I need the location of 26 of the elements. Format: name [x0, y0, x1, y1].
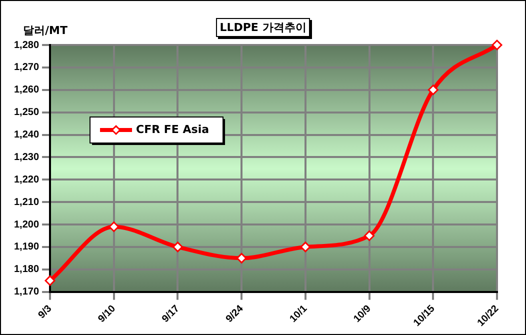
- y-tick-label: 1,220: [14, 174, 40, 186]
- chart-title: LLDPE 가격추이: [216, 18, 310, 37]
- point: [44, 275, 56, 286]
- y-tick-label: 1,190: [14, 242, 40, 253]
- x-tick-label: 9/24: [224, 303, 246, 325]
- y-tick-label: 1,240: [14, 130, 40, 141]
- y-tick-label: 1,200: [14, 219, 40, 230]
- point: [492, 40, 502, 50]
- x-tick-label: 10/1: [288, 303, 310, 325]
- y-tick-label: 1,280: [14, 40, 40, 51]
- point: [364, 230, 375, 241]
- y-tick-label: 1,180: [14, 264, 40, 276]
- point: [428, 84, 438, 96]
- y-tick-label: 1,170: [14, 286, 40, 298]
- x-tick-label: 9/10: [96, 303, 118, 325]
- x-tick-label: 9/3: [36, 303, 54, 321]
- y-tick-label: 1,260: [14, 84, 40, 96]
- y-axis-title: 달러/MT: [23, 23, 68, 38]
- y-tick-label: 1,230: [14, 152, 40, 163]
- legend-label: CFR FE Asia: [136, 122, 210, 136]
- point: [108, 222, 120, 232]
- point: [300, 242, 311, 252]
- y-tick-label: 1,210: [14, 196, 40, 208]
- y-tick-label: 1,250: [14, 107, 40, 118]
- point: [172, 242, 183, 252]
- y-tick-label: 1,270: [14, 62, 40, 74]
